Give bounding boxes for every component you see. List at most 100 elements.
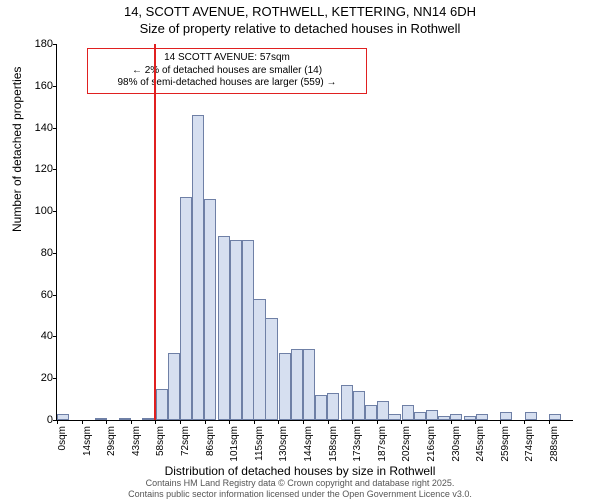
marker-line (154, 44, 156, 420)
marker-info-box: 14 SCOTT AVENUE: 57sqm ← 2% of detached … (87, 48, 367, 94)
histogram-bar (525, 412, 537, 420)
footer: Contains HM Land Registry data © Crown c… (0, 478, 600, 499)
histogram-bar (464, 416, 476, 420)
histogram-bar (180, 197, 192, 421)
y-tick-mark (53, 211, 57, 212)
histogram-bar (192, 115, 204, 420)
x-tick-mark (254, 420, 255, 424)
y-tick-mark (53, 44, 57, 45)
y-tick-label: 140 (35, 122, 53, 134)
x-tick-label: 58sqm (155, 426, 166, 456)
x-tick-mark (377, 420, 378, 424)
y-tick-label: 160 (35, 80, 53, 92)
x-tick-mark (229, 420, 230, 424)
y-tick-label: 180 (35, 38, 53, 50)
y-tick-label: 120 (35, 163, 53, 175)
y-tick-mark (53, 86, 57, 87)
histogram-bar (341, 385, 353, 421)
y-tick-mark (53, 378, 57, 379)
histogram-bar (402, 405, 414, 420)
histogram-bar (500, 412, 512, 420)
y-tick-mark (53, 253, 57, 254)
x-tick-label: 130sqm (278, 426, 289, 462)
infobox-line3: 98% of semi-detached houses are larger (… (94, 77, 360, 90)
y-tick-mark (53, 128, 57, 129)
histogram-bar (388, 414, 400, 420)
x-tick-mark (205, 420, 206, 424)
x-tick-mark (328, 420, 329, 424)
x-tick-mark (549, 420, 550, 424)
footer-line1: Contains HM Land Registry data © Crown c… (0, 478, 600, 488)
histogram-bar (242, 240, 254, 420)
x-tick-mark (278, 420, 279, 424)
x-tick-label: 288sqm (549, 426, 560, 462)
infobox-line2: ← 2% of detached houses are smaller (14) (94, 65, 360, 78)
histogram-bar (253, 299, 265, 420)
y-tick-mark (53, 169, 57, 170)
histogram-bar (426, 410, 438, 420)
y-axis-label: Number of detached properties (10, 67, 24, 232)
x-tick-label: 173sqm (352, 426, 363, 462)
histogram-bar (303, 349, 315, 420)
x-tick-mark (57, 420, 58, 424)
histogram-bar (57, 414, 69, 420)
histogram-bar (291, 349, 303, 420)
x-tick-mark (500, 420, 501, 424)
histogram-bar (279, 353, 291, 420)
y-tick-label: 80 (41, 247, 53, 259)
x-tick-label: 101sqm (229, 426, 240, 462)
x-tick-label: 43sqm (131, 426, 142, 456)
histogram-bar (204, 199, 216, 420)
histogram-bar (95, 418, 107, 420)
x-tick-mark (180, 420, 181, 424)
x-tick-mark (352, 420, 353, 424)
plot-area: 14 SCOTT AVENUE: 57sqm ← 2% of detached … (56, 44, 573, 421)
title-line2: Size of property relative to detached ho… (0, 21, 600, 38)
x-tick-mark (451, 420, 452, 424)
y-tick-label: 100 (35, 205, 53, 217)
x-tick-mark (426, 420, 427, 424)
y-tick-mark (53, 295, 57, 296)
x-tick-label: 29sqm (106, 426, 117, 456)
histogram-bar (377, 401, 389, 420)
x-tick-label: 274sqm (524, 426, 535, 462)
x-tick-mark (475, 420, 476, 424)
y-tick-label: 60 (41, 289, 53, 301)
chart-title: 14, SCOTT AVENUE, ROTHWELL, KETTERING, N… (0, 0, 600, 38)
x-tick-mark (106, 420, 107, 424)
x-tick-label: 158sqm (328, 426, 339, 462)
x-tick-label: 259sqm (500, 426, 511, 462)
chart-container: 14, SCOTT AVENUE, ROTHWELL, KETTERING, N… (0, 0, 600, 500)
y-tick-mark (53, 336, 57, 337)
y-tick-label: 20 (41, 372, 53, 384)
histogram-bar (327, 393, 339, 420)
x-tick-label: 230sqm (451, 426, 462, 462)
infobox-line1: 14 SCOTT AVENUE: 57sqm (94, 52, 360, 65)
x-tick-label: 187sqm (377, 426, 388, 462)
x-tick-label: 245sqm (475, 426, 486, 462)
x-tick-label: 202sqm (401, 426, 412, 462)
x-tick-label: 14sqm (82, 426, 93, 456)
x-tick-mark (131, 420, 132, 424)
x-tick-mark (401, 420, 402, 424)
x-tick-label: 216sqm (426, 426, 437, 462)
histogram-bar (450, 414, 462, 420)
histogram-bar (549, 414, 561, 420)
histogram-bar (168, 353, 180, 420)
histogram-bar (142, 418, 154, 420)
histogram-bar (438, 416, 450, 420)
x-tick-label: 86sqm (205, 426, 216, 456)
x-tick-label: 72sqm (180, 426, 191, 456)
y-tick-label: 40 (41, 330, 53, 342)
x-axis-label: Distribution of detached houses by size … (0, 464, 600, 478)
x-tick-label: 115sqm (254, 426, 265, 461)
x-tick-label: 0sqm (57, 426, 68, 450)
histogram-bar (365, 405, 377, 420)
histogram-bar (353, 391, 365, 420)
x-tick-mark (524, 420, 525, 424)
x-tick-mark (303, 420, 304, 424)
histogram-bar (476, 414, 488, 420)
x-tick-mark (82, 420, 83, 424)
footer-line2: Contains public sector information licen… (0, 489, 600, 499)
histogram-bar (315, 395, 327, 420)
